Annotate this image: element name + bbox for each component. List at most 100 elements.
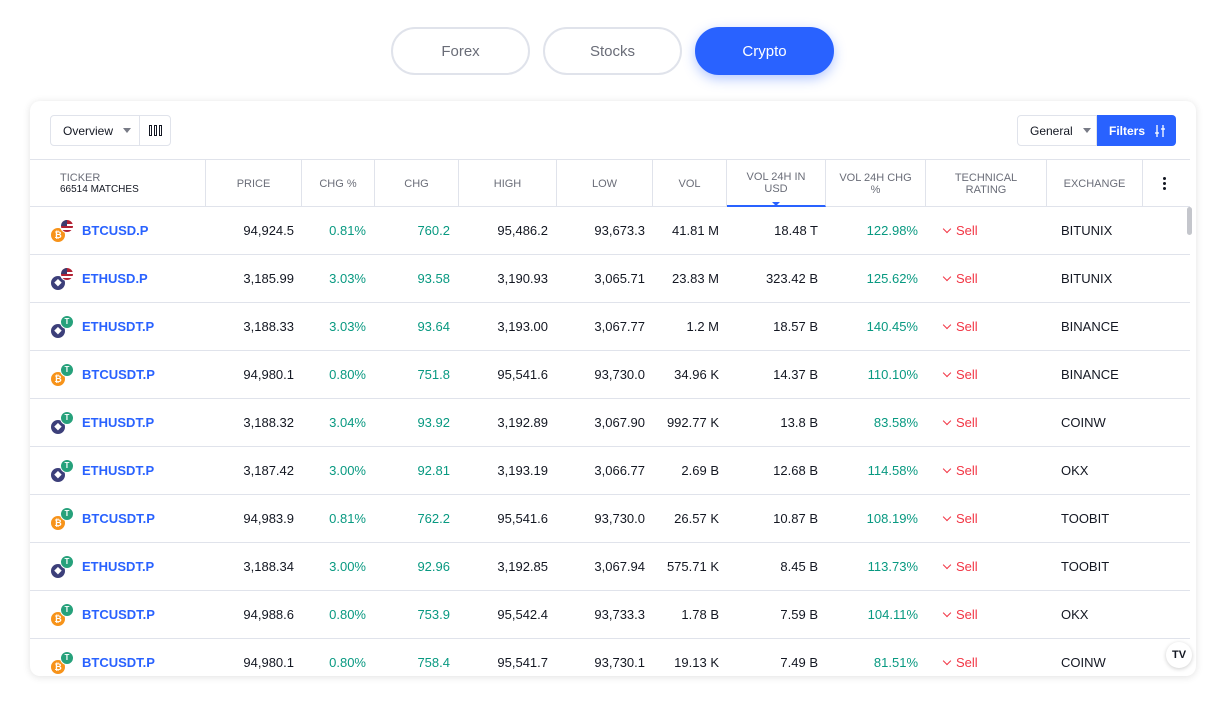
cell-exchange: BITUNIX (1061, 271, 1113, 286)
cell-chg: 751.8 (417, 367, 450, 382)
tether-icon: T (60, 506, 74, 521)
symbol-link[interactable]: BTCUSDT.P (82, 655, 155, 670)
cell-high: 95,541.7 (497, 655, 548, 670)
cell-high: 95,541.6 (497, 511, 548, 526)
chevron-down-icon (942, 320, 952, 330)
cell-price: 3,188.34 (243, 559, 294, 574)
cell-chg: 753.9 (417, 607, 450, 622)
cell-high: 3,190.93 (497, 271, 548, 286)
screener-card: Overview General Filters TICKER 66514 MA… (30, 101, 1196, 676)
columns-button[interactable] (139, 115, 171, 146)
table-row[interactable]: ₿ T BTCUSDT.P 94,988.6 0.80% 753.9 95,542.4… (30, 591, 1190, 639)
symbol-link[interactable]: BTCUSDT.P (82, 511, 155, 526)
cell-chg-pct: 3.00% (329, 559, 366, 574)
symbol-link[interactable]: BTCUSDT.P (82, 367, 155, 382)
cell-vol24-chg: 125.62% (866, 271, 918, 286)
col-vol24-usd-label: VOL 24H IN USD (746, 170, 806, 195)
symbol-link[interactable]: ETHUSD.P (82, 271, 148, 286)
tether-icon: T (60, 554, 74, 569)
cell-symbol: ◆ T ETHUSDT.P (50, 447, 230, 494)
more-options-button[interactable] (1142, 160, 1186, 207)
table-row[interactable]: ◆ T ETHUSDT.P 3,188.33 3.03% 93.64 3,193.00… (30, 303, 1190, 351)
table-row[interactable]: ◆ T ETHUSDT.P 3,188.34 3.00% 92.96 3,192.85… (30, 543, 1190, 591)
rating-label: Sell (956, 463, 978, 478)
col-ticker[interactable]: TICKER 66514 MATCHES (30, 160, 206, 207)
col-ticker-label: TICKER (60, 171, 101, 184)
matches-count: 66514 MATCHES (60, 183, 139, 195)
col-technical-rating[interactable]: TECHNICAL RATING (926, 160, 1047, 207)
columns-icon (148, 125, 152, 136)
tab-stocks[interactable]: Stocks (543, 27, 682, 75)
cell-technical-rating: Sell (942, 207, 1052, 254)
col-chg-pct[interactable]: CHG % (302, 160, 375, 207)
cell-exchange: BITUNIX (1061, 223, 1113, 238)
cell-price: 3,188.32 (243, 415, 294, 430)
symbol-link[interactable]: ETHUSDT.P (82, 415, 155, 430)
table-row[interactable]: ₿ BTCUSD.P 94,924.5 0.81% 760.2 95,486.2 93,… (30, 207, 1190, 255)
tab-forex[interactable]: Forex (391, 27, 530, 75)
preset-dropdown[interactable]: General (1017, 115, 1097, 146)
tab-crypto[interactable]: Crypto (695, 27, 834, 75)
table-row[interactable]: ◆ T ETHUSDT.P 3,187.42 3.00% 92.81 3,193.19… (30, 447, 1190, 495)
cell-chg-pct: 0.80% (329, 655, 366, 670)
symbol-link[interactable]: BTCUSD.P (82, 223, 149, 238)
chevron-down-icon (942, 464, 952, 474)
col-vol24-usd[interactable]: VOL 24H IN USD (727, 160, 826, 207)
chevron-down-icon (942, 560, 952, 570)
cell-vol24-usd: 7.59 B (780, 607, 818, 622)
rating-label: Sell (956, 223, 978, 238)
col-chg[interactable]: CHG (375, 160, 459, 207)
symbol-link[interactable]: ETHUSDT.P (82, 319, 155, 334)
symbol-logo: ₿ T (50, 506, 74, 531)
cell-price: 3,188.33 (243, 319, 294, 334)
tether-icon: T (60, 458, 74, 473)
cell-vol24-chg: 108.19% (866, 511, 918, 526)
col-vol24-chg[interactable]: VOL 24H CHG % (826, 160, 926, 207)
symbol-link[interactable]: BTCUSDT.P (82, 607, 155, 622)
cell-chg-pct: 3.03% (329, 319, 366, 334)
cell-symbol: ₿ T BTCUSDT.P (50, 591, 230, 638)
cell-exchange: TOOBIT (1061, 511, 1110, 526)
col-high[interactable]: HIGH (459, 160, 557, 207)
screener-toolbar: Overview General Filters (50, 115, 1176, 146)
cell-chg: 93.58 (417, 271, 450, 286)
scrollbar[interactable] (1187, 207, 1192, 235)
cell-vol24-usd: 7.49 B (780, 655, 818, 670)
cell-technical-rating: Sell (942, 303, 1052, 350)
chevron-down-icon (942, 224, 952, 234)
col-low[interactable]: LOW (557, 160, 653, 207)
symbol-logo: ◆ T (50, 410, 74, 435)
table-row[interactable]: ◆ T ETHUSDT.P 3,188.32 3.04% 93.92 3,192.89… (30, 399, 1190, 447)
symbol-logo: ◆ T (50, 314, 74, 339)
rating-label: Sell (956, 607, 978, 622)
chevron-down-icon (942, 368, 952, 378)
cell-exchange: COINW (1061, 655, 1106, 670)
cell-low: 3,067.77 (594, 319, 645, 334)
view-dropdown-label: Overview (63, 123, 114, 138)
cell-high: 3,193.00 (497, 319, 548, 334)
table-row[interactable]: ₿ T BTCUSDT.P 94,980.1 0.80% 758.4 95,541.7… (30, 639, 1190, 676)
symbol-link[interactable]: ETHUSDT.P (82, 559, 155, 574)
cell-high: 3,192.89 (497, 415, 548, 430)
table-body: ₿ BTCUSD.P 94,924.5 0.81% 760.2 95,486.2 93,… (30, 207, 1190, 676)
table-header: TICKER 66514 MATCHES PRICE CHG % CHG HIG… (30, 159, 1190, 207)
col-vol[interactable]: VOL (653, 160, 727, 207)
cell-technical-rating: Sell (942, 399, 1052, 446)
table-row[interactable]: ₿ T BTCUSDT.P 94,983.9 0.81% 762.2 95,541.6… (30, 495, 1190, 543)
cell-high: 3,192.85 (497, 559, 548, 574)
col-price[interactable]: PRICE (206, 160, 302, 207)
us-flag-icon (60, 266, 74, 281)
col-exchange[interactable]: EXCHANGE (1047, 160, 1143, 207)
tradingview-logo[interactable]: TV (1166, 642, 1192, 668)
view-dropdown[interactable]: Overview (50, 115, 140, 146)
table-row[interactable]: ₿ T BTCUSDT.P 94,980.1 0.80% 751.8 95,541.6… (30, 351, 1190, 399)
cell-vol24-usd: 8.45 B (780, 559, 818, 574)
cell-low: 3,067.90 (594, 415, 645, 430)
symbol-link[interactable]: ETHUSDT.P (82, 463, 155, 478)
cell-chg-pct: 3.03% (329, 271, 366, 286)
sliders-icon (1155, 124, 1166, 137)
table-row[interactable]: ◆ ETHUSD.P 3,185.99 3.03% 93.58 3,190.93 3,0… (30, 255, 1190, 303)
filters-button[interactable]: Filters (1097, 115, 1176, 146)
cell-chg: 762.2 (417, 511, 450, 526)
cell-low: 93,673.3 (594, 223, 645, 238)
